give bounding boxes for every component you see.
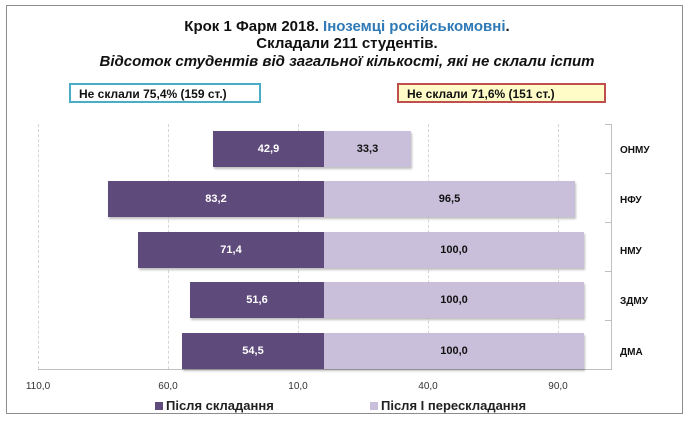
category-label: ЗДМУ [620, 296, 648, 307]
y-tick [605, 173, 611, 174]
legend-item-after-retake: Після І перескладання [370, 398, 526, 413]
bar-nfu-after-exam: 83,2 [108, 181, 324, 217]
x-tick-label: 40,0 [418, 381, 438, 392]
legend-label: Після І перескладання [381, 398, 527, 413]
title-line-2: Складали 211 студентів. [256, 35, 438, 52]
x-tick-label: 110,0 [25, 381, 51, 392]
legend-swatch-icon [155, 401, 163, 410]
callout-after-retake: Не склали 71,6% (151 ст.) [397, 83, 606, 103]
bar-nfu-after-retake: 96,5 [324, 181, 575, 217]
x-axis [38, 369, 612, 370]
title-line-1: Крок 1 Фарм 2018. Іноземці російськомовн… [0, 18, 694, 35]
title-prefix: Крок 1 Фарм 2018. [184, 18, 324, 35]
bar-onmu-after-exam: 42,9 [213, 131, 324, 167]
y-axis [611, 124, 612, 369]
y-tick [605, 271, 611, 272]
x-tick-label: 10,0 [288, 381, 308, 392]
legend-swatch-icon [370, 401, 378, 410]
legend-label: Після складання [166, 398, 274, 413]
x-tick-label: 90,0 [548, 381, 568, 392]
legend-item-after-exam: Після складання [155, 398, 274, 413]
y-tick [605, 222, 611, 223]
y-tick [605, 124, 611, 125]
bar-onmu-after-retake: 33,3 [324, 131, 411, 167]
bar-dma-after-exam: 54,5 [182, 333, 324, 369]
gridline [38, 124, 39, 369]
bar-nmu-after-retake: 100,0 [324, 232, 584, 268]
category-label: ОНМУ [620, 145, 650, 156]
category-label: НФУ [620, 195, 642, 206]
bar-zdmu-after-exam: 51,6 [190, 282, 324, 318]
title-suffix: . [505, 18, 510, 35]
bar-dma-after-retake: 100,0 [324, 333, 584, 369]
bar-zdmu-after-retake: 100,0 [324, 282, 584, 318]
category-label: НМУ [620, 246, 642, 257]
x-tick-label: 60,0 [158, 381, 178, 392]
category-label: ДМА [620, 347, 643, 358]
bar-nmu-after-exam: 71,4 [138, 232, 324, 268]
callout-after-exam: Не склали 75,4% (159 ст.) [69, 83, 261, 103]
y-tick [605, 320, 611, 321]
chart-subtitle: Відсоток студентів від загальної кількос… [99, 53, 595, 70]
chart-title: Крок 1 Фарм 2018. Іноземці російськомовн… [0, 18, 694, 71]
title-accent: Іноземці російськомовні [323, 18, 506, 35]
